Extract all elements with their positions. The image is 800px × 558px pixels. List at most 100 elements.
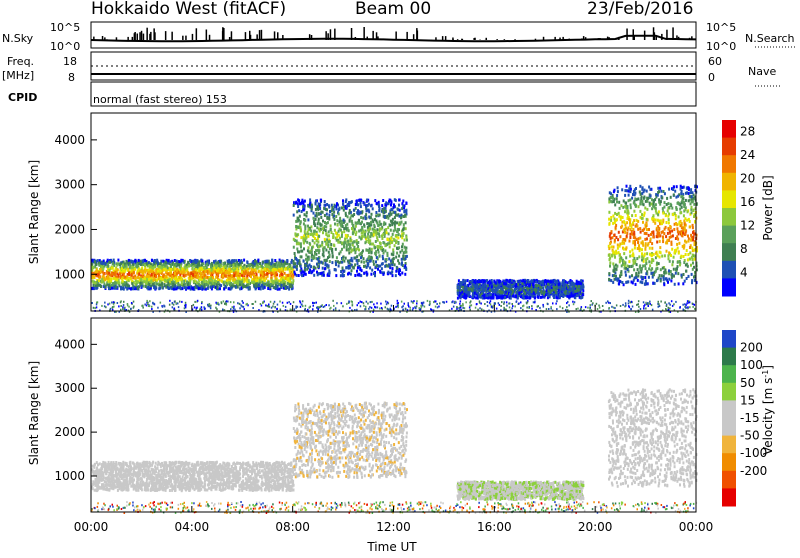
heatmap-cell [382,257,384,260]
nsky-bar [452,38,454,41]
heatmap-cell [487,284,489,287]
heatmap-cell [683,273,685,276]
heatmap-cell [307,231,309,234]
heatmap-cell [239,287,241,290]
heatmap-cell [207,260,209,263]
heatmap-cell [490,293,492,296]
heatmap-cell [648,228,650,231]
heatmap-cell [328,264,330,267]
heatmap-cell [521,282,523,285]
heatmap-cell [328,244,330,247]
heatmap-cell [115,285,117,288]
heatmap-cell [341,235,343,238]
heatmap-cell [347,227,349,230]
heatmap-cell [233,274,235,277]
heatmap-cell [233,264,235,267]
heatmap-cell [381,204,383,207]
heatmap-cell [351,220,353,223]
heatmap-cell [576,282,578,285]
heatmap-cell [366,209,368,212]
heatmap-cell [298,274,300,277]
heatmap-cell [685,270,687,273]
heatmap-cell [397,208,399,211]
heatmap-cell [373,233,375,236]
heatmap-cell [271,271,273,274]
nsearch-label: N.Search [745,32,795,45]
heatmap-cell [196,260,198,263]
heatmap-cell [192,273,194,276]
heatmap-cell [474,292,476,295]
heatmap-cell [399,198,401,201]
heatmap-cell [261,284,263,287]
heatmap-cell [300,236,302,239]
heatmap-cell [689,246,691,249]
heatmap-cell [192,270,194,273]
heatmap-cell [406,236,408,239]
heatmap-cell [150,265,152,268]
heatmap-cell [693,203,695,206]
heatmap-cell [206,263,208,266]
cpid-strip: CPID normal (fast stereo) 153 [8,82,696,106]
heatmap-cell [345,266,347,269]
heatmap-cell [313,274,315,277]
heatmap-cell [293,262,295,265]
heatmap-cell [573,291,575,294]
heatmap-cell [635,283,637,286]
heatmap-cell [118,274,120,277]
heatmap-cell [371,269,373,272]
heatmap-cell [96,287,98,290]
heatmap-cell [484,284,486,287]
freq-tick-low: 8 [68,71,75,84]
heatmap-cell [512,285,514,288]
heatmap-cell [309,242,311,245]
heatmap-cell [667,239,669,242]
heatmap-cell [113,259,115,262]
heatmap-cell [511,279,513,282]
nsky-bar [171,32,173,40]
heatmap-cell [301,210,303,213]
heatmap-cell [206,266,208,269]
heatmap-cell [367,229,369,232]
heatmap-cell [386,215,388,218]
heatmap-cell [198,287,200,290]
heatmap-cell [358,248,360,251]
heatmap-cell [547,280,549,283]
heatmap-cell [290,267,292,270]
heatmap-cell [508,289,510,292]
heatmap-cell [405,227,407,230]
heatmap-cell [459,292,461,295]
heatmap-cell [295,257,297,260]
heatmap-cell [331,251,333,254]
heatmap-cell [363,223,365,226]
heatmap-cell [349,261,351,264]
heatmap-cell [354,263,356,266]
heatmap-cell [311,270,313,273]
heatmap-cell [112,282,114,285]
heatmap-cell [354,251,356,254]
heatmap-cell [305,237,307,240]
heatmap-cell [279,288,281,291]
heatmap-cell [226,279,228,282]
heatmap-cell [367,233,369,236]
heatmap-cell [250,268,252,271]
heatmap-cell [216,286,218,289]
heatmap-cell [303,247,305,250]
heatmap-cell [348,252,350,255]
heatmap-cell [375,260,377,263]
heatmap-cell [341,248,343,251]
heatmap-cell [379,207,381,210]
heatmap-cell [298,219,300,222]
heatmap-cell [473,280,475,283]
heatmap-cell [129,278,131,281]
heatmap-cell [316,233,318,236]
heatmap-cell [533,283,535,286]
heatmap-cell [478,295,480,298]
heatmap-cell [110,278,112,281]
heatmap-cell [175,277,177,280]
heatmap-cell [108,280,110,283]
heatmap-cell [403,228,405,231]
heatmap-cell [201,281,203,284]
heatmap-cell [677,272,679,275]
heatmap-cell [130,288,132,291]
